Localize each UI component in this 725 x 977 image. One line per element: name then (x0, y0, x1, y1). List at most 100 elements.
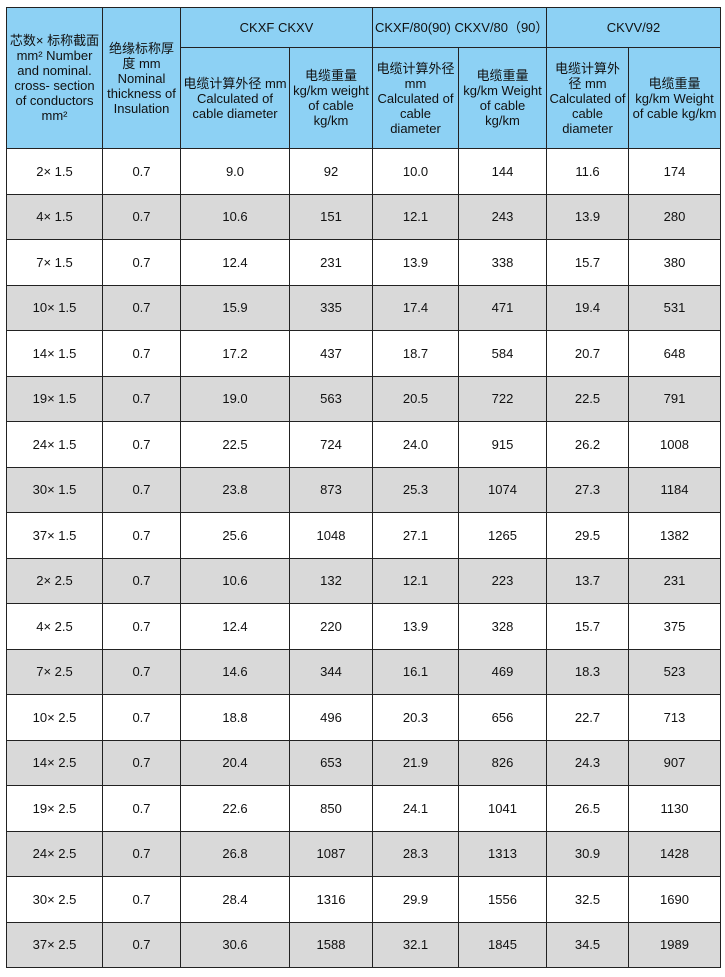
table-cell: 24.1 (372, 785, 459, 832)
table-cell: 17.4 (372, 284, 459, 331)
table-cell: 22.5 (546, 375, 629, 422)
table-cell: 30× 2.5 (6, 876, 103, 923)
table-cell: 20.7 (546, 330, 629, 377)
table-cell: 0.7 (102, 648, 181, 695)
table-cell: 1845 (458, 921, 547, 968)
table-cell: 1989 (627, 921, 722, 968)
table-cell: 4× 2.5 (6, 603, 103, 650)
table-cell: 380 (627, 239, 722, 286)
table-cell: 15.7 (546, 239, 629, 286)
table-cell: 37× 1.5 (6, 512, 103, 559)
table-cell: 19.0 (180, 375, 290, 422)
table-cell: 24× 1.5 (6, 421, 103, 468)
table-cell: 724 (289, 421, 373, 468)
table-cell: 18.3 (546, 648, 629, 695)
table-cell: 0.7 (102, 284, 181, 331)
table-cell: 0.7 (102, 375, 181, 422)
table-cell: 27.3 (546, 466, 629, 513)
table-cell: 20.4 (180, 739, 290, 786)
table-cell: 231 (289, 239, 373, 286)
table-cell: 1313 (458, 830, 547, 877)
table-cell: 10.0 (372, 148, 459, 195)
table-cell: 4× 1.5 (6, 193, 103, 240)
table-row: 10× 2.5 0.7 18.8 496 20.3 656 22.7 713 (6, 694, 722, 741)
table-cell: 7× 2.5 (6, 648, 103, 695)
table-cell: 7× 1.5 (6, 239, 103, 286)
table-cell: 0.7 (102, 512, 181, 559)
header-diameter: 电缆计算外径 mm Calculated of cable diameter (372, 47, 459, 149)
table-row: 7× 2.5 0.7 14.6 344 16.1 469 18.3 523 (6, 648, 722, 695)
table-cell: 531 (627, 284, 722, 331)
table-cell: 0.7 (102, 466, 181, 513)
table-cell: 826 (458, 739, 547, 786)
table-cell: 18.8 (180, 694, 290, 741)
table-row: 30× 1.5 0.7 23.8 873 25.3 1074 27.3 1184 (6, 466, 722, 513)
table-cell: 16.1 (372, 648, 459, 695)
table-cell: 563 (289, 375, 373, 422)
header-weight: 电缆重量 kg/km Weight of cable kg/km (458, 47, 547, 149)
table-cell: 0.7 (102, 876, 181, 923)
table-cell: 1008 (627, 421, 722, 468)
header-diameter: 电缆计算外径 mm Calculated of cable diameter (180, 47, 290, 149)
table-cell: 1316 (289, 876, 373, 923)
cable-spec-table: 芯数× 标称截面 mm² Number and nominal. cross- … (6, 7, 722, 968)
table-cell: 0.7 (102, 193, 181, 240)
header-weight: 电缆重量 kg/km Weight of cable kg/km (627, 47, 722, 149)
table-cell: 0.7 (102, 330, 181, 377)
table-cell: 0.7 (102, 421, 181, 468)
table-cell: 24.0 (372, 421, 459, 468)
table-row: 4× 1.5 0.7 10.6 151 12.1 243 13.9 280 (6, 193, 722, 240)
table-cell: 1184 (627, 466, 722, 513)
table-cell: 10.6 (180, 193, 290, 240)
table-cell: 1428 (627, 830, 722, 877)
table-cell: 15.9 (180, 284, 290, 331)
table-cell: 0.7 (102, 239, 181, 286)
table-cell: 10.6 (180, 557, 290, 604)
table-cell: 19.4 (546, 284, 629, 331)
table-cell: 15.7 (546, 603, 629, 650)
table-row: 19× 1.5 0.7 19.0 563 20.5 722 22.5 791 (6, 375, 722, 422)
table-cell: 375 (627, 603, 722, 650)
table-cell: 12.4 (180, 239, 290, 286)
table-cell: 1556 (458, 876, 547, 923)
table-cell: 30.9 (546, 830, 629, 877)
table-row: 37× 1.5 0.7 25.6 1048 27.1 1265 29.5 1382 (6, 512, 722, 559)
table-cell: 28.3 (372, 830, 459, 877)
table-cell: 523 (627, 648, 722, 695)
table-cell: 21.9 (372, 739, 459, 786)
table-row: 7× 1.5 0.7 12.4 231 13.9 338 15.7 380 (6, 239, 722, 286)
table-cell: 13.9 (372, 239, 459, 286)
table-cell: 22.7 (546, 694, 629, 741)
table-cell: 13.9 (546, 193, 629, 240)
table-cell: 29.5 (546, 512, 629, 559)
table-cell: 656 (458, 694, 547, 741)
table-cell: 713 (627, 694, 722, 741)
table-cell: 144 (458, 148, 547, 195)
table-row: 24× 2.5 0.7 26.8 1087 28.3 1313 30.9 1428 (6, 830, 722, 877)
table-row: 10× 1.5 0.7 15.9 335 17.4 471 19.4 531 (6, 284, 722, 331)
table-cell: 11.6 (546, 148, 629, 195)
table-cell: 37× 2.5 (6, 921, 103, 968)
table-cell: 26.8 (180, 830, 290, 877)
table-cell: 1690 (627, 876, 722, 923)
table-cell: 14× 2.5 (6, 739, 103, 786)
table-cell: 2× 1.5 (6, 148, 103, 195)
table-cell: 24× 2.5 (6, 830, 103, 877)
table-cell: 14× 1.5 (6, 330, 103, 377)
table-cell: 0.7 (102, 921, 181, 968)
table-cell: 12.1 (372, 193, 459, 240)
table-row: 24× 1.5 0.7 22.5 724 24.0 915 26.2 1008 (6, 421, 722, 468)
table-cell: 132 (289, 557, 373, 604)
table-cell: 243 (458, 193, 547, 240)
table-row: 37× 2.5 0.7 30.6 1588 32.1 1845 34.5 1989 (6, 921, 722, 968)
table-cell: 1588 (289, 921, 373, 968)
table-cell: 1382 (627, 512, 722, 559)
table-cell: 1074 (458, 466, 547, 513)
table-cell: 30.6 (180, 921, 290, 968)
table-cell: 1265 (458, 512, 547, 559)
table-cell: 12.1 (372, 557, 459, 604)
table-cell: 722 (458, 375, 547, 422)
table-cell: 26.2 (546, 421, 629, 468)
table-cell: 19× 2.5 (6, 785, 103, 832)
table-cell: 873 (289, 466, 373, 513)
